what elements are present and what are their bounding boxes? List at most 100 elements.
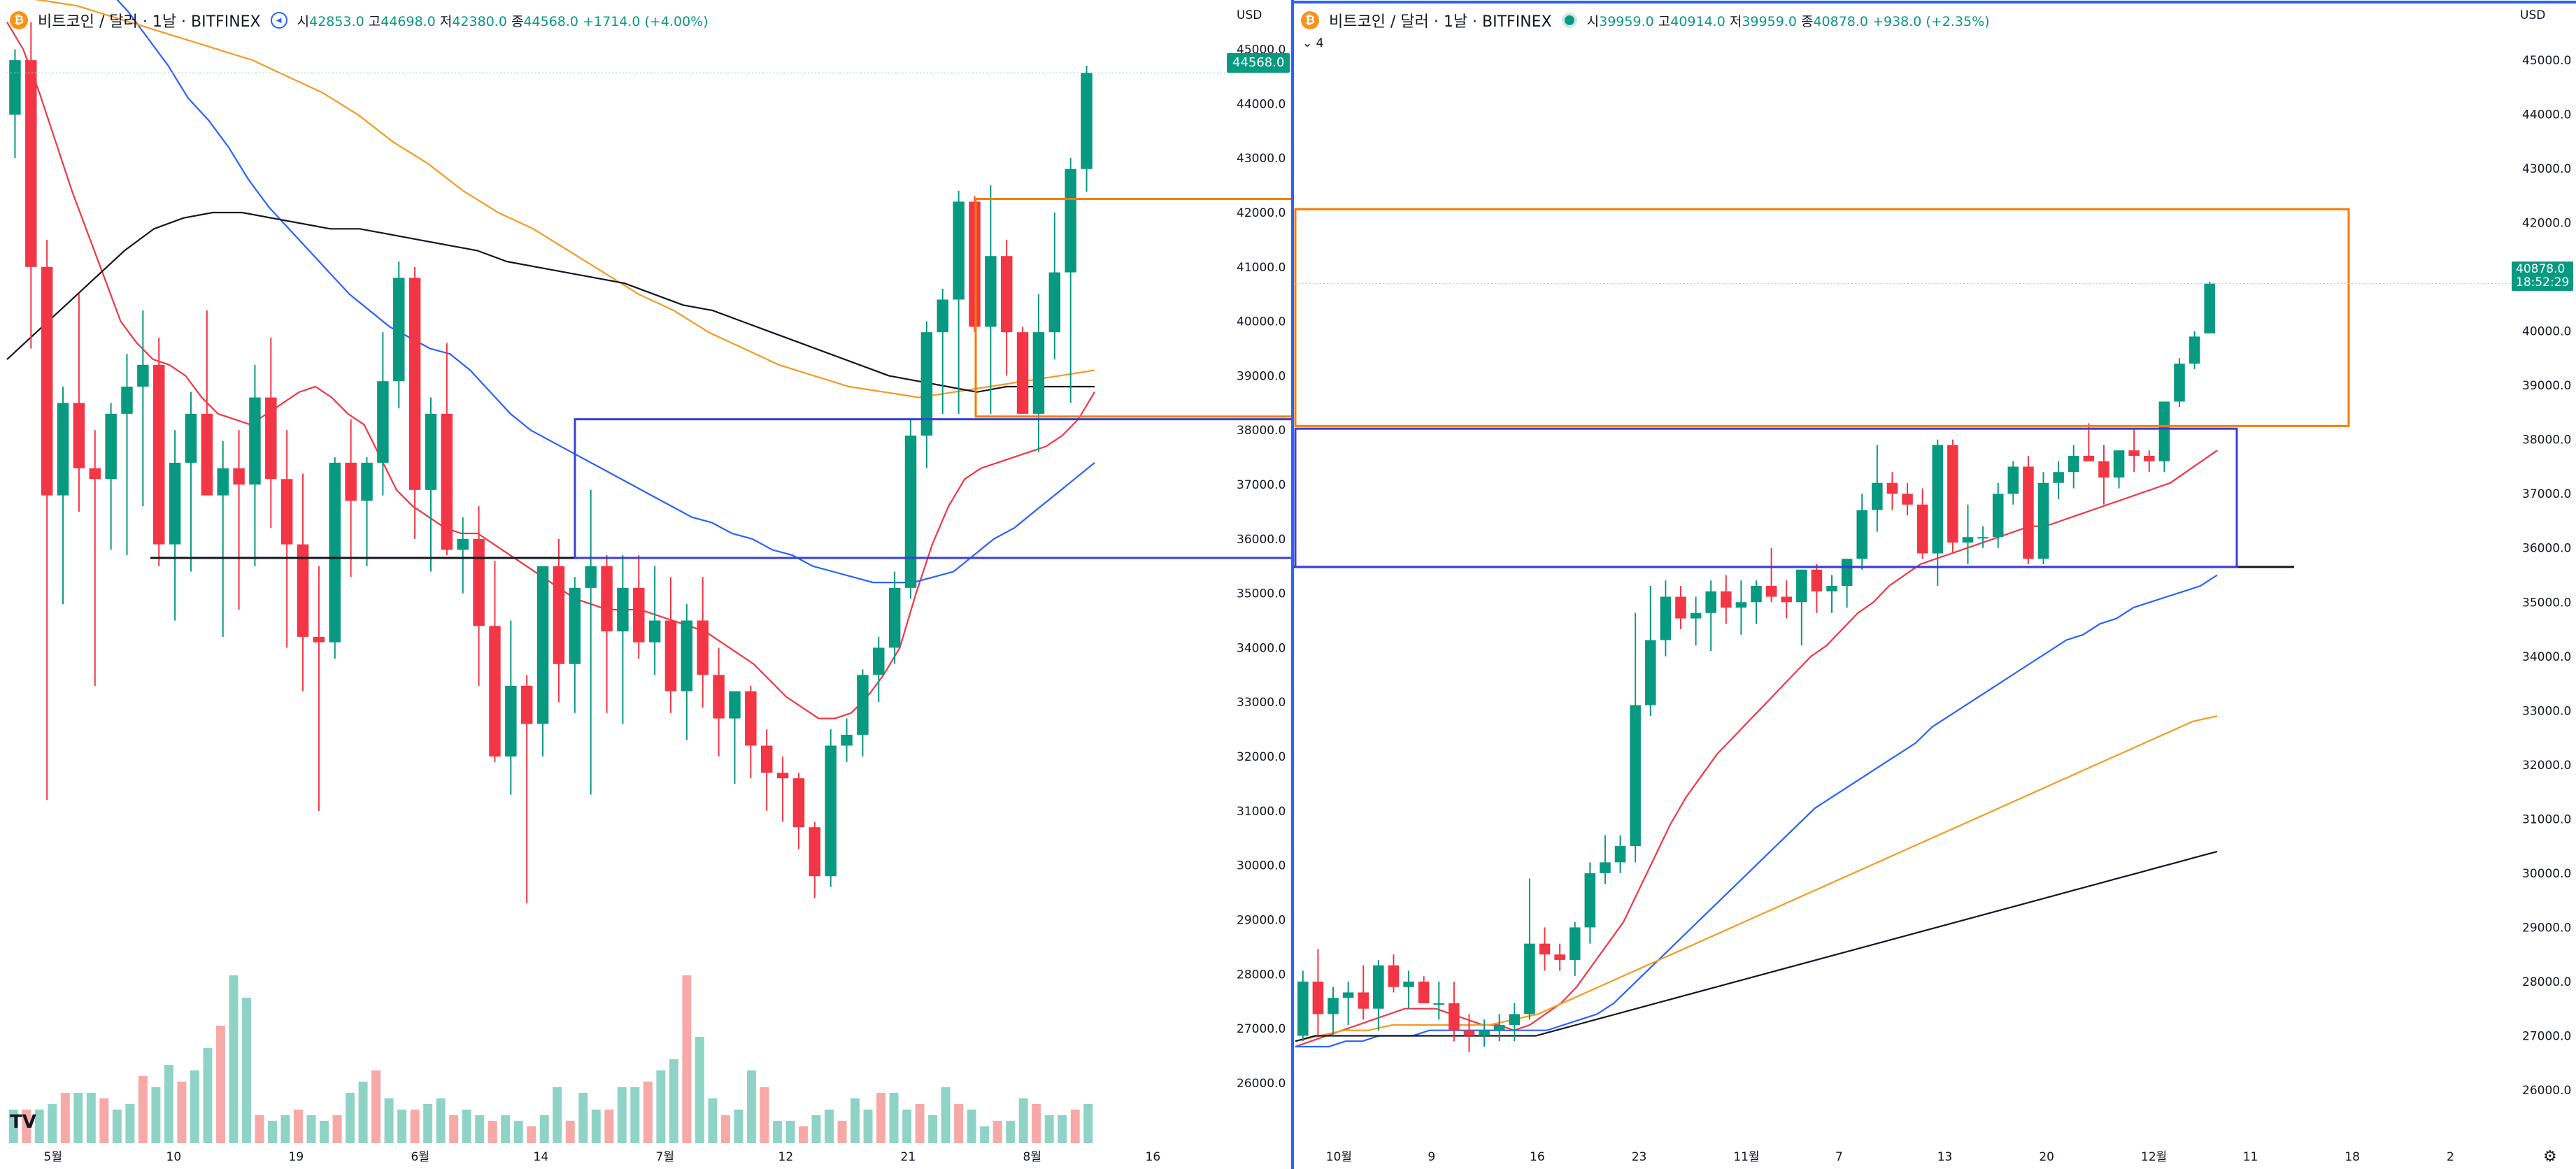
left-symbol-title[interactable]: 비트코인 / 달러 · 1날 · BITFINEX	[38, 13, 261, 31]
candle-body[interactable]	[969, 201, 981, 327]
candle-body[interactable]	[1493, 1024, 1505, 1031]
candle-body[interactable]	[1690, 612, 1702, 619]
candle-body[interactable]	[1660, 596, 1672, 640]
candle-body[interactable]	[1449, 1003, 1460, 1031]
candle-body[interactable]	[1584, 873, 1596, 928]
candle-body[interactable]	[2189, 336, 2200, 364]
candle-body[interactable]	[57, 403, 69, 496]
candle-body[interactable]	[1569, 927, 1581, 960]
candle-body[interactable]	[745, 691, 757, 746]
candle-body[interactable]	[2174, 364, 2185, 402]
right-currency-label[interactable]: USD	[2520, 8, 2546, 22]
candle-body[interactable]	[377, 381, 389, 463]
candle-body[interactable]	[648, 620, 661, 643]
candle-body[interactable]	[297, 544, 309, 637]
candle-body[interactable]	[1675, 596, 1686, 619]
candle-body[interactable]	[9, 60, 21, 115]
candle-body[interactable]	[2053, 472, 2064, 483]
candle-body[interactable]	[569, 587, 581, 664]
candle-body[interactable]	[505, 685, 517, 757]
candle-body[interactable]	[473, 538, 485, 626]
right-chart-pane[interactable]: 45000.044000.043000.042000.041000.040000…	[1294, 54, 2571, 1164]
candle-body[interactable]	[265, 397, 277, 480]
candle-body[interactable]	[633, 587, 645, 643]
moving-average-line[interactable]	[1295, 850, 2218, 1042]
candle-body[interactable]	[25, 60, 37, 267]
candle-body[interactable]	[137, 364, 149, 387]
candle-body[interactable]	[1872, 482, 1883, 510]
moving-average-line[interactable]	[1295, 715, 2218, 1042]
candle-body[interactable]	[2098, 461, 2109, 478]
candle-body[interactable]	[408, 278, 421, 490]
candle-body[interactable]	[1554, 954, 1565, 960]
candle-body[interactable]	[1916, 504, 1928, 554]
candle-body[interactable]	[697, 620, 709, 675]
candle-body[interactable]	[1297, 981, 1309, 1036]
candle-body[interactable]	[233, 468, 245, 485]
moving-average-line[interactable]	[6, 22, 1095, 719]
candle-body[interactable]	[361, 462, 373, 501]
candle-body[interactable]	[41, 266, 53, 496]
candle-body[interactable]	[1765, 586, 1777, 597]
candle-body[interactable]	[1418, 981, 1430, 1003]
candle-body[interactable]	[185, 413, 197, 463]
candle-body[interactable]	[953, 201, 965, 300]
candle-body[interactable]	[729, 691, 741, 719]
candle-body[interactable]	[249, 397, 261, 485]
tradingview-logo[interactable]: TV	[10, 1112, 36, 1133]
candle-body[interactable]	[1342, 992, 1354, 998]
candle-body[interactable]	[201, 413, 213, 496]
left-chart-pane[interactable]: 45000.044000.043000.042000.041000.040000…	[6, 0, 1294, 1164]
candle-body[interactable]	[73, 403, 85, 468]
candle-body[interactable]	[1841, 559, 1853, 587]
candle-body[interactable]	[1600, 862, 1611, 873]
candle-body[interactable]	[1479, 1030, 1490, 1036]
candle-body[interactable]	[2023, 466, 2034, 559]
candle-body[interactable]	[441, 413, 453, 550]
candle-body[interactable]	[1886, 482, 1898, 494]
range-box[interactable]	[1294, 427, 2238, 568]
candle-body[interactable]	[1463, 1030, 1475, 1036]
candle-body[interactable]	[1977, 537, 1988, 539]
candle-body[interactable]	[904, 435, 917, 588]
candle-body[interactable]	[1947, 445, 1958, 543]
candle-body[interactable]	[792, 778, 805, 828]
candle-body[interactable]	[153, 364, 165, 545]
candle-body[interactable]	[2068, 455, 2079, 473]
candle-body[interactable]	[937, 299, 948, 333]
candle-body[interactable]	[1328, 998, 1339, 1014]
candle-body[interactable]	[2037, 482, 2049, 559]
candle-body[interactable]	[1781, 596, 1792, 603]
moving-average-line[interactable]	[7, 0, 1095, 399]
candle-body[interactable]	[1811, 569, 1823, 591]
chart-status-icon[interactable]: ◀	[270, 12, 287, 29]
candle-body[interactable]	[1721, 591, 1732, 608]
candle-body[interactable]	[713, 675, 725, 719]
candle-body[interactable]	[2128, 450, 2140, 456]
candle-body[interactable]	[841, 734, 853, 746]
candle-body[interactable]	[345, 462, 357, 501]
candle-body[interactable]	[1048, 272, 1061, 333]
candle-body[interactable]	[105, 413, 117, 480]
candle-body[interactable]	[520, 685, 533, 724]
candle-body[interactable]	[857, 675, 869, 735]
candle-body[interactable]	[1081, 73, 1093, 169]
candle-body[interactable]	[1932, 445, 1944, 554]
candle-body[interactable]	[617, 587, 629, 632]
candle-body[interactable]	[553, 566, 565, 664]
indicators-toggle[interactable]: ⌄ 4	[1302, 36, 1324, 50]
candle-body[interactable]	[121, 386, 133, 414]
candle-body[interactable]	[425, 413, 437, 490]
candle-body[interactable]	[601, 566, 613, 632]
candle-body[interactable]	[489, 626, 501, 757]
candle-body[interactable]	[1433, 1003, 1445, 1005]
candle-body[interactable]	[2083, 455, 2095, 461]
gear-icon[interactable]: ⚙	[2543, 1148, 2557, 1166]
candle-body[interactable]	[585, 566, 597, 588]
candle-body[interactable]	[664, 620, 677, 691]
candle-body[interactable]	[873, 647, 885, 675]
candle-body[interactable]	[1016, 332, 1029, 414]
candle-body[interactable]	[1796, 569, 1807, 603]
candle-body[interactable]	[809, 827, 821, 877]
